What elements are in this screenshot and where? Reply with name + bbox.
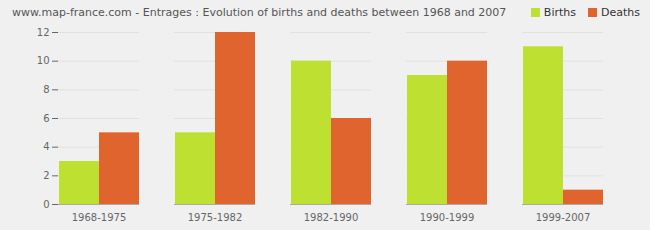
- svg-text:10: 10: [37, 55, 50, 66]
- svg-text:8: 8: [43, 84, 49, 95]
- svg-text:12: 12: [37, 27, 50, 38]
- svg-text:1968-1975: 1968-1975: [72, 212, 127, 223]
- html-text:www.map-france.com - Entrages: www.map-france.com - Entrages : Evolutio…: [12, 6, 507, 19]
- svg-text:1975-1982: 1975-1982: [188, 212, 243, 223]
- svg-text:4: 4: [43, 141, 49, 152]
- svg-text:1990-1999: 1990-1999: [420, 212, 475, 223]
- svg-text:2: 2: [43, 170, 49, 181]
- svg-text:1999-2007: 1999-2007: [536, 212, 591, 223]
- html-text:Births: Births: [543, 6, 576, 19]
- svg-text:6: 6: [43, 113, 49, 124]
- svg-text:0: 0: [43, 199, 49, 210]
- html-text:Deaths: Deaths: [601, 6, 640, 19]
- svg-text:1982-1990: 1982-1990: [304, 212, 359, 223]
